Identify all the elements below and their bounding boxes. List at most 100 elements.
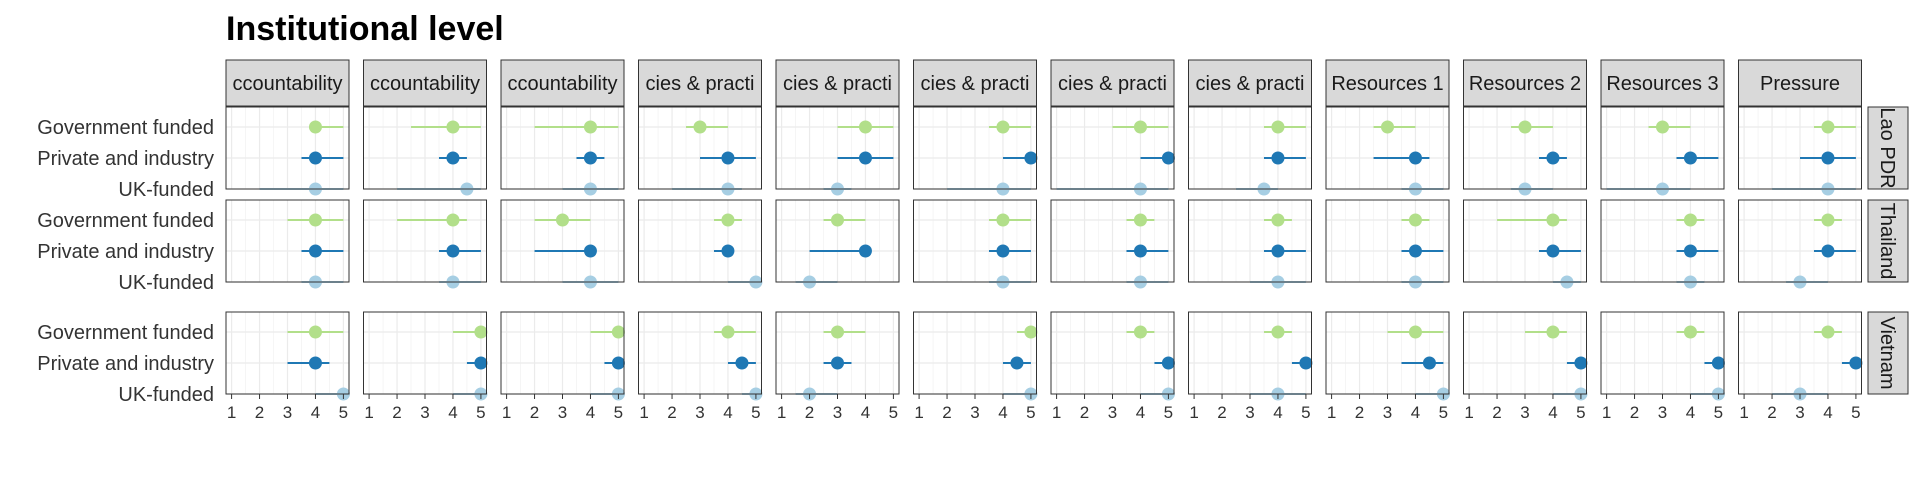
category-label: Government funded <box>37 117 214 139</box>
x-tick-label: 5 <box>614 403 623 422</box>
facet-column-strip <box>638 59 762 107</box>
panel-border <box>1600 106 1725 190</box>
data-point <box>831 325 844 339</box>
panel-border <box>1463 106 1587 190</box>
facet-column-label: ccountability <box>232 73 342 95</box>
category-label: Private and industry <box>37 353 214 375</box>
x-tick-label: 5 <box>1301 403 1310 422</box>
data-point <box>1683 213 1697 227</box>
facet-column-strip <box>363 59 487 107</box>
category-label: UK-funded <box>118 384 214 406</box>
data-point <box>1024 151 1038 165</box>
x-tick-label: 1 <box>1189 403 1198 422</box>
panel-border <box>1050 199 1175 283</box>
x-tick-label: 2 <box>805 403 814 422</box>
data-point <box>446 151 460 165</box>
data-point <box>1408 213 1422 227</box>
data-point <box>446 213 460 227</box>
data-point <box>1683 244 1697 258</box>
data-point <box>721 244 735 258</box>
x-tick-label: 3 <box>283 403 292 422</box>
x-tick-label: 5 <box>1714 403 1723 422</box>
data-point <box>308 151 322 165</box>
facet-row-label: Vietnam <box>1876 316 1898 389</box>
data-point <box>1161 356 1175 370</box>
x-tick-label: 3 <box>558 403 567 422</box>
data-point <box>721 213 735 227</box>
x-tick-label: 5 <box>889 403 898 422</box>
panel-border <box>1050 106 1175 190</box>
data-point <box>831 213 844 227</box>
x-tick-label: 3 <box>833 403 842 422</box>
x-tick-label: 1 <box>1327 403 1336 422</box>
panel-border <box>1325 106 1450 190</box>
plot-area: ccountability ccountability ccountability c… <box>37 59 1909 422</box>
category-label: UK-funded <box>118 272 214 294</box>
data-point <box>721 325 735 339</box>
data-point <box>1133 325 1147 339</box>
data-point <box>693 120 707 134</box>
data-point <box>1133 244 1147 258</box>
data-point <box>996 120 1010 134</box>
facet-row-label: Lao PDR <box>1876 107 1898 188</box>
data-point <box>1299 356 1313 370</box>
data-point <box>474 325 488 339</box>
panel-border <box>500 106 625 190</box>
x-tick-label: 4 <box>1548 403 1557 422</box>
facet-column-label: ccountability <box>370 73 480 95</box>
data-point <box>1271 151 1285 165</box>
facet-column-strip <box>1050 59 1175 107</box>
panel-border <box>225 106 350 190</box>
category-label: Government funded <box>37 322 214 344</box>
x-tick-label: 5 <box>1164 403 1173 422</box>
x-tick-label: 3 <box>695 403 704 422</box>
panel-border <box>775 199 900 283</box>
x-tick-label: 1 <box>502 403 511 422</box>
x-tick-label: 1 <box>1739 403 1748 422</box>
x-tick-label: 2 <box>530 403 539 422</box>
data-point <box>858 244 872 258</box>
category-label: UK-funded <box>118 179 214 201</box>
facet-column-strip <box>1325 59 1450 107</box>
x-tick-label: 2 <box>1492 403 1501 422</box>
facet-row-strip <box>1867 199 1909 283</box>
facet-column-label: Resources 3 <box>1606 73 1718 95</box>
data-point <box>1024 325 1038 339</box>
data-point <box>1422 356 1436 370</box>
facet-column-label: Resources 2 <box>1469 73 1581 95</box>
x-tick-label: 4 <box>1411 403 1420 422</box>
panel-border <box>363 106 487 190</box>
x-tick-label: 4 <box>723 403 732 422</box>
data-point <box>996 213 1010 227</box>
data-point <box>1711 356 1725 370</box>
facet-column-strip <box>775 59 900 107</box>
x-tick-label: 3 <box>1383 403 1392 422</box>
x-tick-label: 4 <box>1823 403 1832 422</box>
x-tick-label: 5 <box>1576 403 1585 422</box>
panel-border <box>1738 106 1862 190</box>
data-point <box>1271 120 1285 134</box>
chart-title: Institutional level <box>226 10 504 48</box>
panel-border <box>638 199 762 283</box>
data-point <box>1656 120 1669 134</box>
x-tick-label: 4 <box>998 403 1007 422</box>
data-point <box>308 356 322 370</box>
facet-column-strip <box>225 59 350 107</box>
data-point <box>1546 151 1560 165</box>
panel-border <box>913 106 1037 190</box>
x-tick-label: 1 <box>1464 403 1473 422</box>
panel-border <box>225 199 350 283</box>
panel-border <box>1463 199 1587 283</box>
x-tick-label: 1 <box>777 403 786 422</box>
x-tick-label: 5 <box>1851 403 1860 422</box>
facet-row-label: Thailand <box>1876 203 1898 280</box>
x-tick-label: 3 <box>420 403 429 422</box>
data-point <box>308 120 322 134</box>
x-tick-label: 2 <box>1080 403 1089 422</box>
data-point <box>1010 356 1024 370</box>
x-tick-label: 2 <box>1217 403 1226 422</box>
facet-column-strip <box>1738 59 1862 107</box>
x-tick-label: 1 <box>364 403 373 422</box>
x-tick-label: 1 <box>227 403 236 422</box>
x-tick-label: 2 <box>1630 403 1639 422</box>
